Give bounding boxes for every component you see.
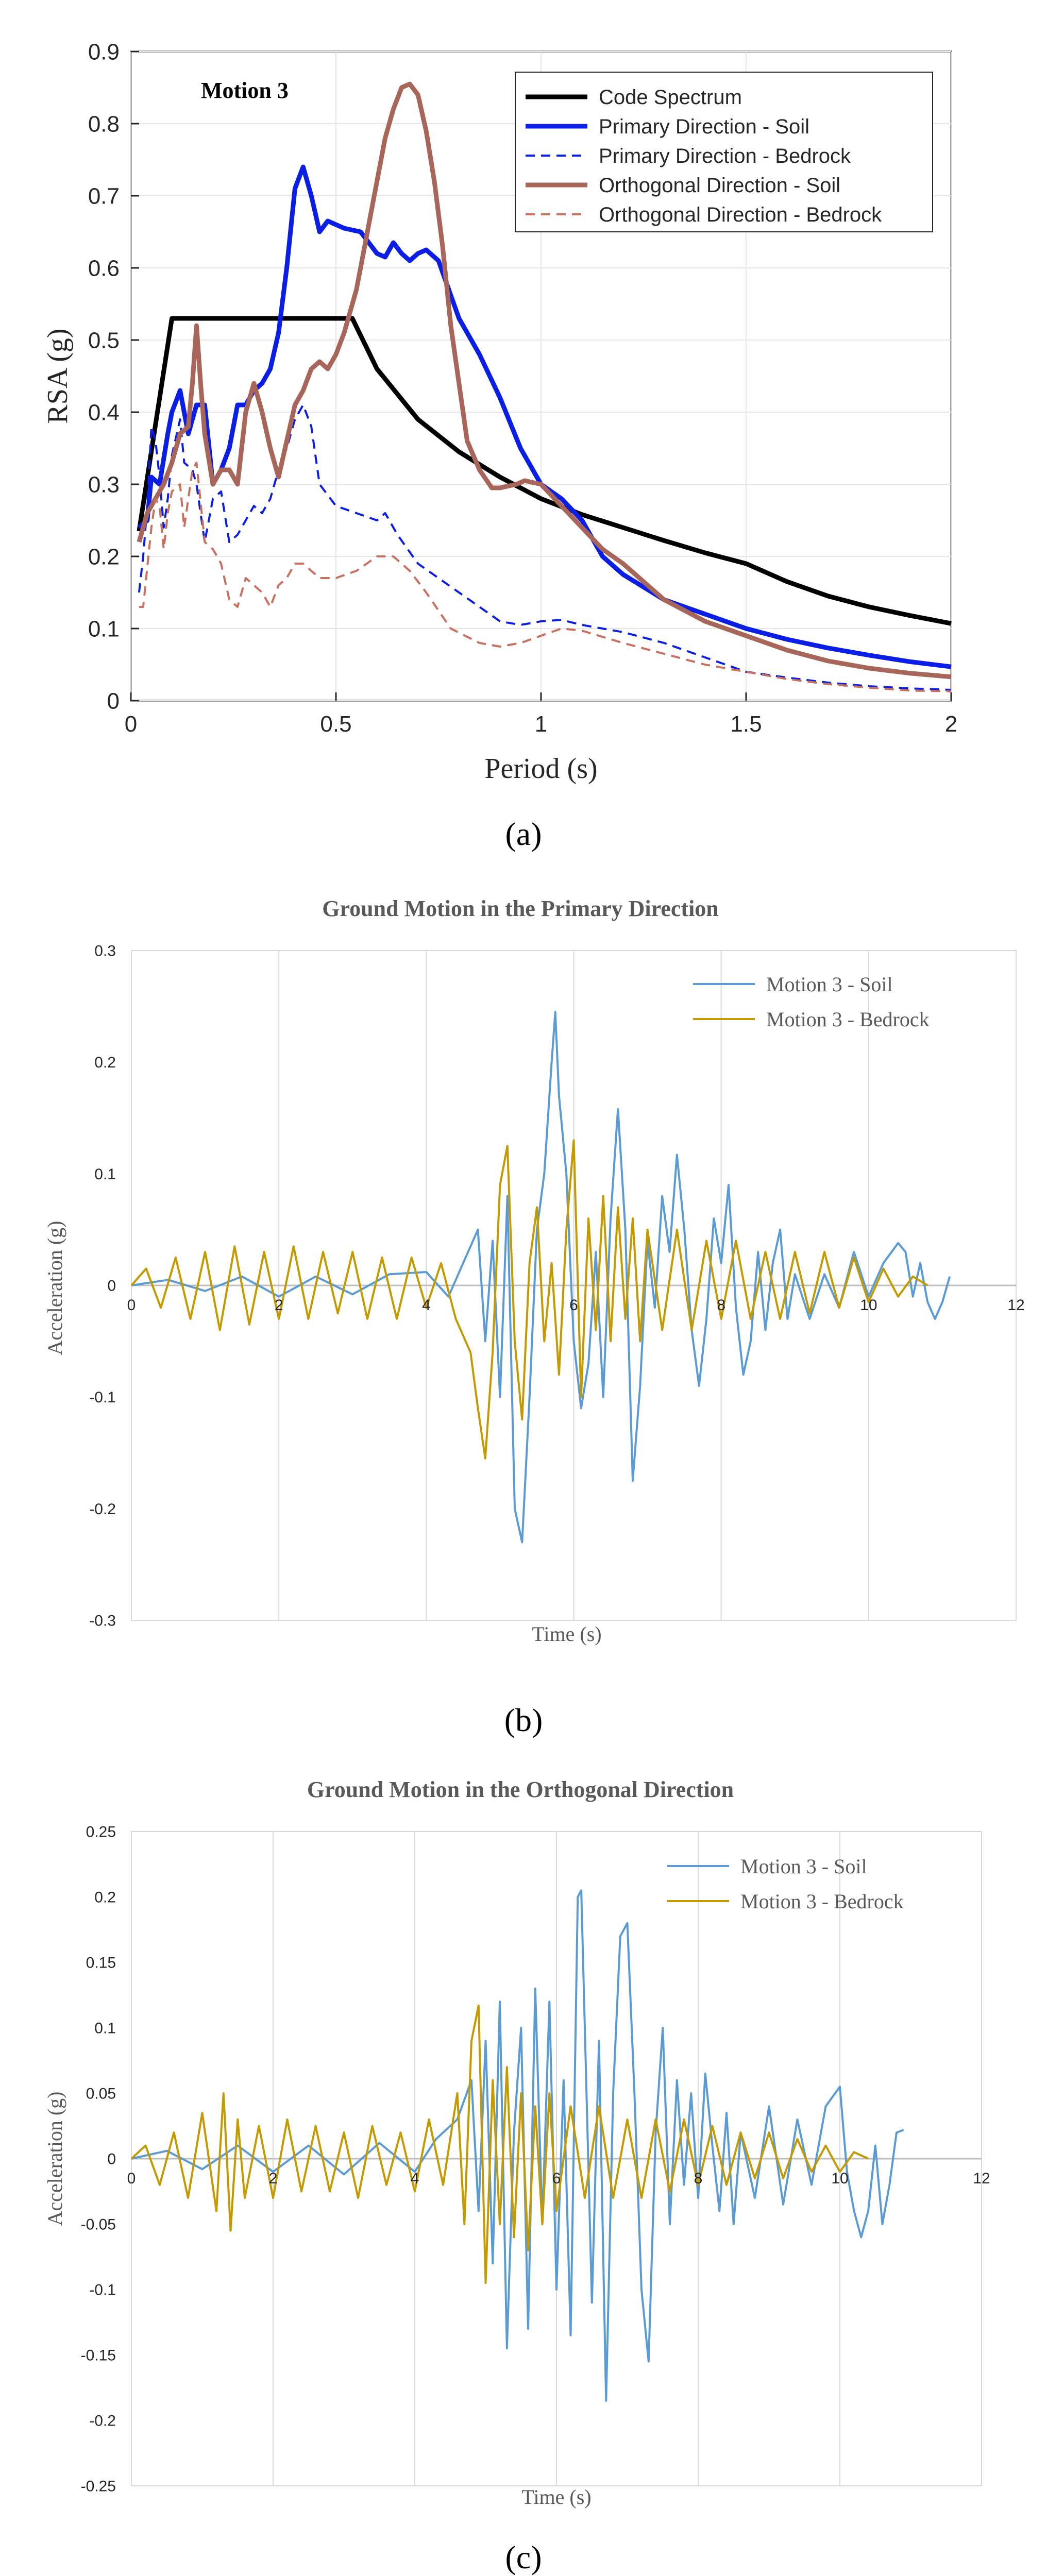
- c-series-line-1: [130, 2004, 869, 2284]
- a-series-line-0: [137, 316, 952, 626]
- b-ytick-label: -0.2: [89, 1501, 116, 1518]
- panel-c-series: [130, 1889, 904, 2402]
- a-legend-label-1: Primary Direction - Soil: [599, 115, 809, 138]
- a-ytick-label: 0.3: [88, 472, 120, 497]
- c-xtick-label: 8: [694, 2170, 703, 2187]
- b-ytick-label: -0.3: [89, 1613, 116, 1630]
- a-legend-label-3: Orthogonal Direction - Soil: [599, 174, 840, 197]
- b-xtick-label: 6: [569, 1297, 578, 1314]
- b-series-line-0: [131, 1011, 951, 1544]
- c-legend-label-0: Motion 3 - Soil: [740, 1855, 867, 1878]
- c-xtick-label: 0: [127, 2170, 136, 2187]
- b-ytick-label: -0.1: [89, 1389, 116, 1406]
- c-ytick-label: 0.15: [86, 1955, 116, 1972]
- c-ytick-label: 0.2: [94, 1889, 116, 1906]
- b-legend-label-0: Motion 3 - Soil: [766, 973, 893, 996]
- a-xtick-label: 0: [125, 711, 137, 737]
- a-xtick-label: 1.5: [730, 711, 762, 737]
- c-ytick-label: 0.1: [94, 2020, 116, 2037]
- c-xtick-label: 10: [831, 2170, 848, 2187]
- c-ytick-label: -0.05: [81, 2216, 116, 2233]
- c-ytick-label: 0.05: [86, 2086, 116, 2103]
- c-xtick-label: 6: [552, 2170, 561, 2187]
- a-ytick-label: 0: [107, 688, 120, 714]
- a-legend-label-4: Orthogonal Direction - Bedrock: [599, 204, 882, 226]
- c-ytick-label: 0.25: [86, 1824, 116, 1841]
- panel-b-title: Ground Motion in the Primary Direction: [322, 896, 719, 921]
- a-xtick-label: 0.5: [320, 711, 351, 737]
- a-ytick-label: 0.1: [88, 616, 120, 641]
- b-xtick-label: 2: [275, 1297, 283, 1314]
- a-xtick-label: 1: [535, 711, 547, 737]
- panel-a-legend-items: Code Spectrum Primary Direction - Soil Pri…: [526, 86, 882, 226]
- c-xtick-label: 12: [973, 2170, 990, 2187]
- a-ytick-label: 0.6: [88, 256, 120, 281]
- b-xtick-label: 10: [860, 1297, 877, 1314]
- c-legend-label-1: Motion 3 - Bedrock: [740, 1890, 904, 1913]
- c-xtick-label: 4: [411, 2170, 419, 2187]
- a-xtick-label: 2: [945, 711, 957, 737]
- b-xtick-label: 8: [717, 1297, 725, 1314]
- panel-c-orthogonal-chart: Ground Motion in the Orthogonal Directio…: [43, 1777, 990, 2575]
- panel-a-ticks: 0 0.5 1 1.5 2 0 0.1 0.2 0.3 0.4 0.5 0.6 0.7 0.8 0.9: [88, 39, 957, 737]
- a-series-line-3: [137, 81, 952, 680]
- a-ytick-label: 0.8: [88, 111, 120, 137]
- c-xtick-label: 2: [269, 2170, 278, 2187]
- c-series-line-0: [131, 1889, 904, 2402]
- b-xtick-label: 12: [1007, 1297, 1024, 1314]
- panel-b-caption: (b): [504, 1702, 543, 1738]
- c-ytick-label: -0.2: [89, 2413, 116, 2430]
- panel-c-legend: Motion 3 - Soil Motion 3 - Bedrock: [667, 1855, 904, 1913]
- a-ytick-label: 0.2: [88, 544, 120, 569]
- b-ytick-label: 0.3: [94, 943, 116, 960]
- a-ytick-label: 0.4: [88, 400, 120, 425]
- panel-b-series: [130, 1011, 951, 1544]
- c-ytick-label: -0.1: [89, 2282, 116, 2299]
- panel-c-ylabel: Acceleration (g): [43, 2092, 66, 2226]
- b-xtick-label: 0: [127, 1297, 136, 1314]
- c-ytick-label: -0.25: [81, 2478, 116, 2495]
- a-ytick-label: 0.9: [88, 39, 120, 64]
- a-legend-label-0: Code Spectrum: [599, 86, 742, 109]
- a-series-line-4: [139, 462, 952, 692]
- panel-a-caption: (a): [505, 816, 542, 852]
- panel-a-spectrum-chart: 0 0.5 1 1.5 2 0 0.1 0.2 0.3 0.4 0.5 0.6 0.7 0.8 0.9 Mo…: [42, 39, 957, 852]
- b-series-line-1: [130, 1139, 928, 1460]
- panel-b-legend: Motion 3 - Soil Motion 3 - Bedrock: [693, 973, 930, 1031]
- panel-c-ticks: 0 2 4 6 8 10 12 -0.25 -0.2 -0.15 -0.1 -0.05 0 0.05 0.1…: [81, 1824, 990, 2495]
- panel-b-ylabel: Acceleration (g): [43, 1221, 66, 1355]
- panel-c-xlabel: Time (s): [521, 2485, 591, 2509]
- b-ytick-label: 0.1: [94, 1166, 116, 1183]
- panel-a-ylabel: RSA (g): [42, 328, 74, 423]
- panel-c-title: Ground Motion in the Orthogonal Directio…: [307, 1777, 734, 1802]
- b-ytick-label: 0: [107, 1278, 116, 1295]
- panel-a-title: Motion 3: [201, 78, 289, 103]
- panel-a-series: [137, 81, 952, 692]
- panel-a-legend: Code Spectrum Primary Direction - Soil Pri…: [515, 72, 933, 232]
- panel-b-primary-chart: Ground Motion in the Primary Direction 0…: [43, 896, 1025, 1738]
- b-xtick-label: 4: [422, 1297, 431, 1314]
- c-ytick-label: -0.15: [81, 2347, 116, 2364]
- panel-b-xlabel: Time (s): [532, 1622, 601, 1646]
- c-ytick-label: 0: [107, 2151, 116, 2168]
- a-ytick-label: 0.7: [88, 183, 120, 209]
- b-ytick-label: 0.2: [94, 1054, 116, 1071]
- a-ytick-label: 0.5: [88, 328, 120, 353]
- a-legend-label-2: Primary Direction - Bedrock: [599, 145, 851, 167]
- panel-a-xlabel: Period (s): [484, 753, 597, 785]
- panel-c-caption: (c): [505, 2539, 542, 2575]
- panel-b-ticks: 0 2 4 6 8 10 12 -0.3 -0.2 -0.1 0 0.1 0.2 0.3: [89, 943, 1024, 1630]
- b-legend-label-1: Motion 3 - Bedrock: [766, 1008, 930, 1031]
